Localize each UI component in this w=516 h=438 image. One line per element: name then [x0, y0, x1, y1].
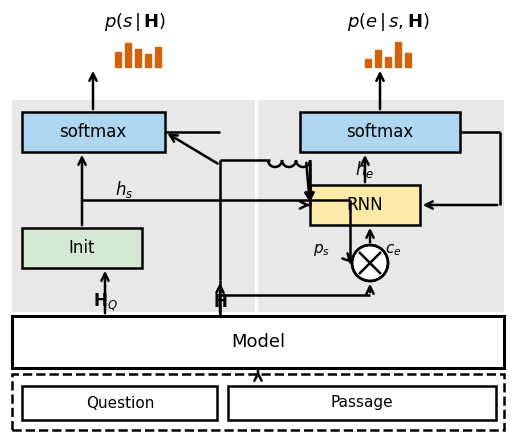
Bar [144, 54, 151, 67]
Bar [22, 228, 142, 268]
Bar [125, 43, 131, 67]
Text: $p_s$: $p_s$ [314, 242, 331, 258]
Text: $c_e$: $c_e$ [385, 242, 401, 258]
Text: RNN: RNN [347, 196, 383, 214]
Text: $h_s$: $h_s$ [115, 180, 133, 201]
Text: $\mathbf{H}$: $\mathbf{H}$ [213, 293, 227, 311]
Text: Init: Init [69, 239, 95, 257]
Bar [22, 112, 165, 152]
Bar [135, 49, 141, 67]
Text: softmax: softmax [59, 123, 126, 141]
Text: $p(e\,|\,s,\mathbf{H})$: $p(e\,|\,s,\mathbf{H})$ [347, 11, 429, 33]
Text: $h_e$: $h_e$ [355, 159, 374, 180]
Bar [12, 374, 504, 430]
Bar [395, 42, 401, 67]
Bar [405, 53, 411, 67]
Text: softmax: softmax [346, 123, 414, 141]
Bar [385, 57, 391, 67]
Bar [12, 316, 504, 368]
Bar [12, 100, 255, 312]
Bar [365, 59, 372, 67]
Bar [310, 185, 420, 225]
Text: Model: Model [231, 333, 285, 351]
Bar [115, 52, 121, 67]
Bar [258, 100, 504, 312]
Text: $p(s\,|\,\mathbf{H})$: $p(s\,|\,\mathbf{H})$ [104, 11, 166, 33]
Text: $\mathbf{H}_Q$: $\mathbf{H}_Q$ [92, 291, 117, 313]
Text: Passage: Passage [331, 396, 393, 410]
Bar [375, 50, 381, 67]
Bar [22, 386, 217, 420]
Bar [155, 47, 162, 67]
Bar [300, 112, 460, 152]
Bar [228, 386, 496, 420]
Circle shape [352, 245, 388, 281]
Text: Question: Question [86, 396, 154, 410]
